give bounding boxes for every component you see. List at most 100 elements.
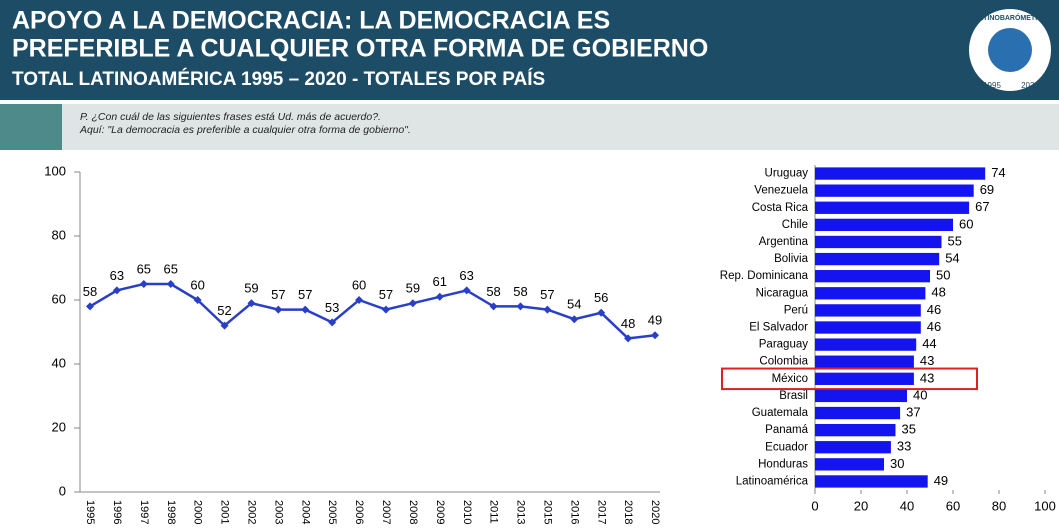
x-tick-label: 2003 bbox=[272, 500, 284, 524]
bar bbox=[815, 406, 901, 420]
x-tick-label: 2011 bbox=[488, 500, 500, 524]
data-label: 30 bbox=[890, 456, 904, 471]
marker bbox=[435, 292, 444, 301]
x-tick-label: 2009 bbox=[434, 500, 446, 524]
highlight-box bbox=[721, 367, 978, 391]
y-tick-label: 80 bbox=[52, 227, 66, 242]
x-tick-label: 1996 bbox=[111, 500, 123, 524]
category-label: México bbox=[772, 373, 808, 385]
data-label: 43 bbox=[920, 353, 934, 368]
category-label: Chile bbox=[782, 219, 808, 231]
data-label: 55 bbox=[948, 233, 962, 248]
marker bbox=[597, 308, 606, 317]
bar bbox=[815, 270, 930, 283]
x-tick-label: 2002 bbox=[246, 500, 258, 524]
data-label: 54 bbox=[945, 251, 959, 266]
x-tick-label: 2005 bbox=[326, 500, 338, 524]
data-label: 61 bbox=[433, 274, 447, 289]
bar bbox=[815, 389, 907, 403]
bar bbox=[815, 458, 884, 471]
x-tick-label: 1997 bbox=[138, 500, 150, 524]
x-tick-label: 2008 bbox=[407, 500, 419, 524]
x-tick-label: 100 bbox=[1034, 498, 1056, 513]
marker bbox=[193, 296, 202, 304]
category-label: Rep. Dominicana bbox=[720, 270, 809, 282]
marker bbox=[381, 305, 390, 314]
bar bbox=[815, 338, 917, 351]
bar bbox=[815, 321, 921, 334]
category-label: Brasil bbox=[779, 390, 808, 402]
logo-start: 1995 bbox=[983, 81, 1001, 90]
data-label: 46 bbox=[927, 319, 941, 334]
x-tick-label: 1998 bbox=[165, 500, 177, 524]
category-label: Argentina bbox=[759, 236, 809, 248]
question-block bbox=[0, 104, 62, 150]
data-label: 43 bbox=[920, 370, 934, 385]
data-label: 35 bbox=[902, 422, 916, 437]
data-label: 57 bbox=[271, 287, 285, 302]
marker bbox=[489, 302, 498, 311]
marker bbox=[139, 280, 148, 288]
bar bbox=[815, 372, 914, 385]
data-label: 60 bbox=[190, 277, 204, 292]
data-label: 59 bbox=[244, 281, 258, 296]
y-tick-label: 100 bbox=[44, 163, 66, 178]
data-label: 53 bbox=[325, 300, 339, 315]
marker bbox=[462, 286, 471, 295]
category-label: Panamá bbox=[765, 424, 808, 436]
marker bbox=[86, 302, 94, 311]
x-tick-label: 2001 bbox=[219, 500, 231, 524]
question-text: Aquí: "La democracia es preferible a cua… bbox=[79, 124, 411, 136]
data-label: 48 bbox=[621, 316, 635, 331]
data-label: 33 bbox=[897, 439, 911, 454]
marker bbox=[651, 331, 659, 340]
data-label: 46 bbox=[927, 302, 941, 317]
x-tick-label: 2015 bbox=[541, 500, 553, 524]
data-label: 67 bbox=[975, 199, 989, 214]
bar bbox=[815, 423, 896, 437]
logo-end: 2020 bbox=[1021, 81, 1039, 90]
x-tick-label: 2020 bbox=[649, 500, 661, 524]
x-tick-label: 2017 bbox=[595, 500, 607, 524]
category-label: El Salvador bbox=[749, 322, 808, 334]
bar bbox=[815, 184, 974, 197]
marker bbox=[274, 305, 283, 314]
y-tick-label: 0 bbox=[59, 483, 66, 498]
bar bbox=[815, 218, 953, 232]
data-label: 58 bbox=[83, 284, 97, 299]
title-line: PREFERIBLE A CUALQUIER OTRA FORMA DE GOB… bbox=[12, 35, 708, 63]
data-label: 54 bbox=[567, 297, 581, 312]
category-label: Venezuela bbox=[754, 185, 808, 197]
x-tick-label: 2004 bbox=[299, 500, 311, 524]
data-label: 37 bbox=[906, 404, 920, 419]
data-label: 60 bbox=[959, 216, 973, 231]
x-tick-label: 2000 bbox=[192, 500, 204, 524]
data-label: 65 bbox=[137, 261, 151, 276]
data-label: 60 bbox=[352, 277, 366, 292]
x-tick-label: 2006 bbox=[353, 500, 365, 524]
data-label: 57 bbox=[298, 287, 312, 302]
data-label: 63 bbox=[110, 268, 124, 283]
marker bbox=[301, 305, 310, 314]
category-label: Nicaragua bbox=[756, 287, 809, 299]
data-label: 65 bbox=[163, 261, 177, 276]
x-tick-label: 2013 bbox=[515, 500, 527, 524]
data-label: 57 bbox=[379, 287, 393, 302]
y-tick-label: 20 bbox=[52, 419, 66, 434]
x-tick-label: 0 bbox=[811, 498, 818, 513]
category-label: Paraguay bbox=[759, 339, 808, 351]
category-label: Ecuador bbox=[765, 441, 808, 453]
x-tick-label: 2018 bbox=[622, 500, 634, 524]
data-label: 44 bbox=[922, 336, 936, 351]
x-tick-label: 40 bbox=[900, 498, 914, 513]
category-label: Perú bbox=[784, 304, 808, 316]
logo: LATINOBARÓMETRO 1995 2020 bbox=[967, 7, 1053, 93]
x-tick-label: 60 bbox=[946, 498, 960, 513]
x-tick-label: 1995 bbox=[84, 500, 96, 524]
x-tick-label: 20 bbox=[854, 498, 868, 513]
question-text: P. ¿Con cuál de las siguientes frases es… bbox=[80, 111, 381, 123]
subtitle: TOTAL LATINOAMÉRICA 1995 – 2020 - TOTALE… bbox=[12, 68, 545, 90]
logo-name: LATINOBARÓMETRO bbox=[974, 13, 1046, 22]
marker bbox=[166, 280, 175, 288]
